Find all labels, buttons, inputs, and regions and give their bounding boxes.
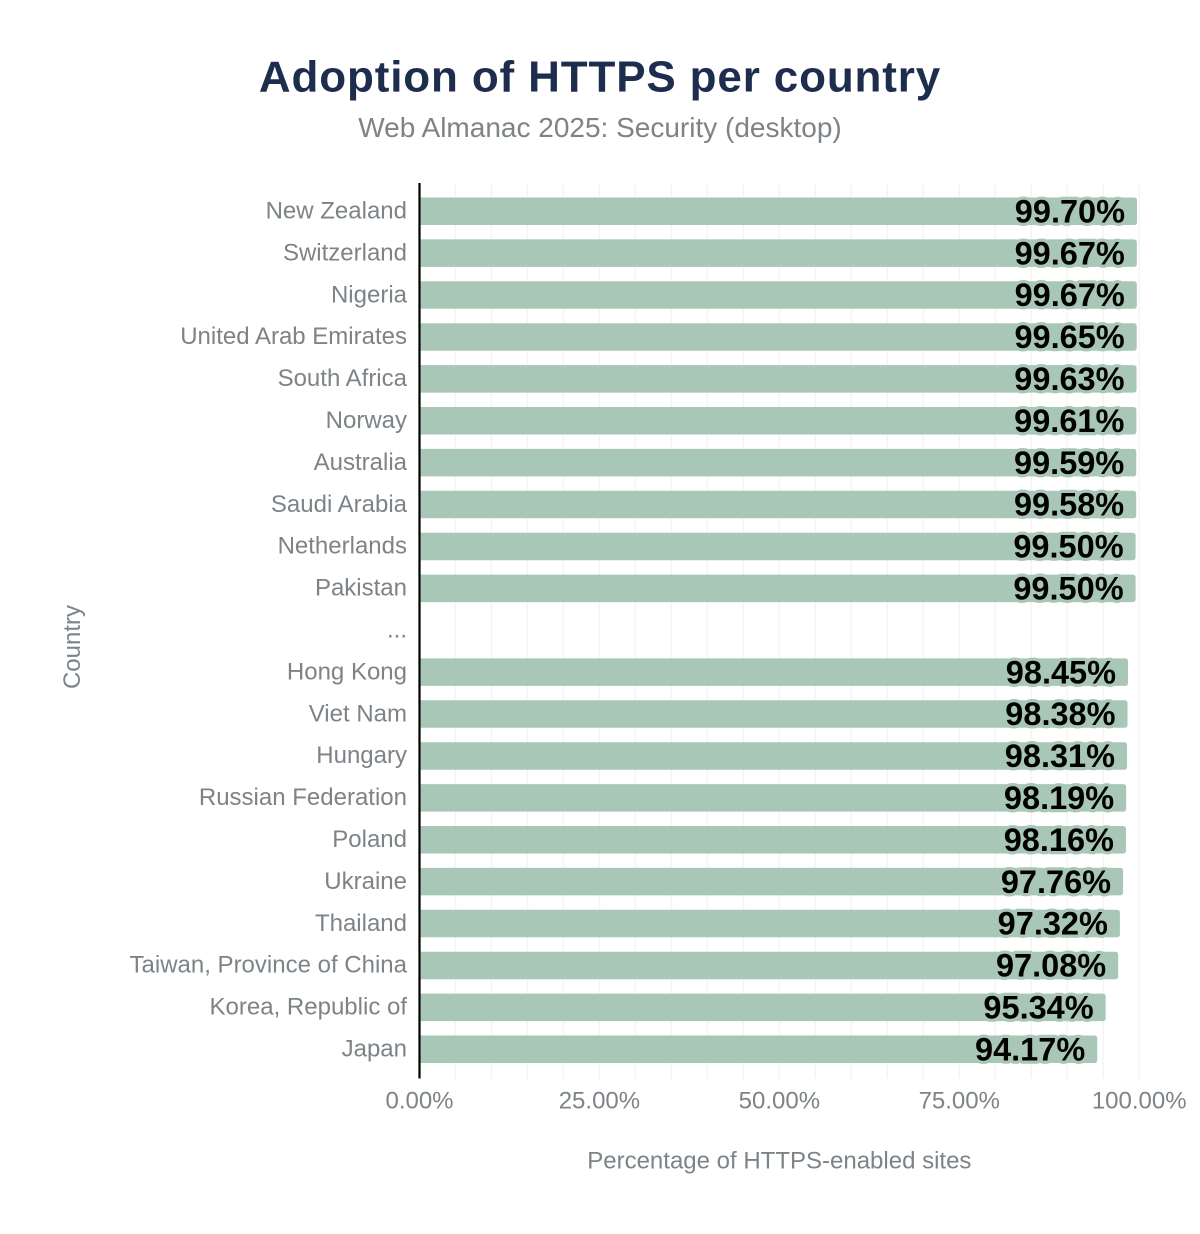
svg-text:98.38%: 98.38% <box>1005 696 1115 732</box>
svg-text:99.50%: 99.50% <box>1013 529 1123 565</box>
svg-text:99.59%: 99.59% <box>1014 445 1124 481</box>
svg-text:Japan: Japan <box>342 1035 407 1062</box>
svg-text:99.70%: 99.70% <box>1015 193 1125 229</box>
svg-text:98.31%: 98.31% <box>1005 738 1115 774</box>
svg-text:Country: Country <box>59 605 86 689</box>
svg-text:Web Almanac 2025: Security (de: Web Almanac 2025: Security (desktop) <box>358 112 842 143</box>
svg-text:United Arab Emirates: United Arab Emirates <box>180 323 407 350</box>
svg-text:Korea, Republic of: Korea, Republic of <box>210 994 408 1021</box>
svg-text:75.00%: 75.00% <box>919 1088 1000 1115</box>
svg-text:Nigeria: Nigeria <box>331 281 408 308</box>
svg-text:0.00%: 0.00% <box>385 1088 453 1115</box>
svg-text:98.19%: 98.19% <box>1004 780 1114 816</box>
svg-text:Thailand: Thailand <box>315 910 407 937</box>
svg-text:Australia: Australia <box>314 449 408 476</box>
svg-text:100.00%: 100.00% <box>1092 1088 1187 1115</box>
svg-text:95.34%: 95.34% <box>983 990 1093 1026</box>
svg-text:Netherlands: Netherlands <box>278 533 407 560</box>
svg-text:Poland: Poland <box>332 826 407 853</box>
svg-text:Taiwan, Province of China: Taiwan, Province of China <box>130 952 408 979</box>
svg-text:97.76%: 97.76% <box>1001 864 1111 900</box>
svg-text:99.58%: 99.58% <box>1014 487 1124 523</box>
svg-text:Hong Kong: Hong Kong <box>287 658 407 685</box>
svg-text:Hungary: Hungary <box>316 742 407 769</box>
svg-text:Percentage of HTTPS-enabled si: Percentage of HTTPS-enabled sites <box>587 1147 971 1174</box>
svg-text:99.61%: 99.61% <box>1014 403 1124 439</box>
svg-text:Russian Federation: Russian Federation <box>199 784 407 811</box>
svg-text:...: ... <box>387 616 407 643</box>
svg-text:97.32%: 97.32% <box>998 906 1108 942</box>
svg-text:South Africa: South Africa <box>278 365 408 392</box>
svg-text:50.00%: 50.00% <box>739 1088 820 1115</box>
svg-text:Ukraine: Ukraine <box>324 868 407 895</box>
svg-text:Viet Nam: Viet Nam <box>309 700 407 727</box>
svg-text:97.08%: 97.08% <box>996 948 1106 984</box>
svg-text:99.50%: 99.50% <box>1013 571 1123 607</box>
svg-text:98.45%: 98.45% <box>1006 654 1116 690</box>
svg-text:Saudi Arabia: Saudi Arabia <box>271 491 408 518</box>
svg-text:99.63%: 99.63% <box>1014 361 1124 397</box>
svg-text:98.16%: 98.16% <box>1004 822 1114 858</box>
svg-text:99.65%: 99.65% <box>1014 319 1124 355</box>
svg-text:Pakistan: Pakistan <box>315 575 407 602</box>
svg-text:99.67%: 99.67% <box>1015 235 1125 271</box>
svg-text:Switzerland: Switzerland <box>283 239 407 266</box>
svg-text:New Zealand: New Zealand <box>266 197 407 224</box>
svg-text:94.17%: 94.17% <box>975 1031 1085 1067</box>
svg-text:Adoption of HTTPS per country: Adoption of HTTPS per country <box>259 53 941 102</box>
svg-text:25.00%: 25.00% <box>559 1088 640 1115</box>
svg-text:99.67%: 99.67% <box>1015 277 1125 313</box>
svg-text:Norway: Norway <box>326 407 407 434</box>
